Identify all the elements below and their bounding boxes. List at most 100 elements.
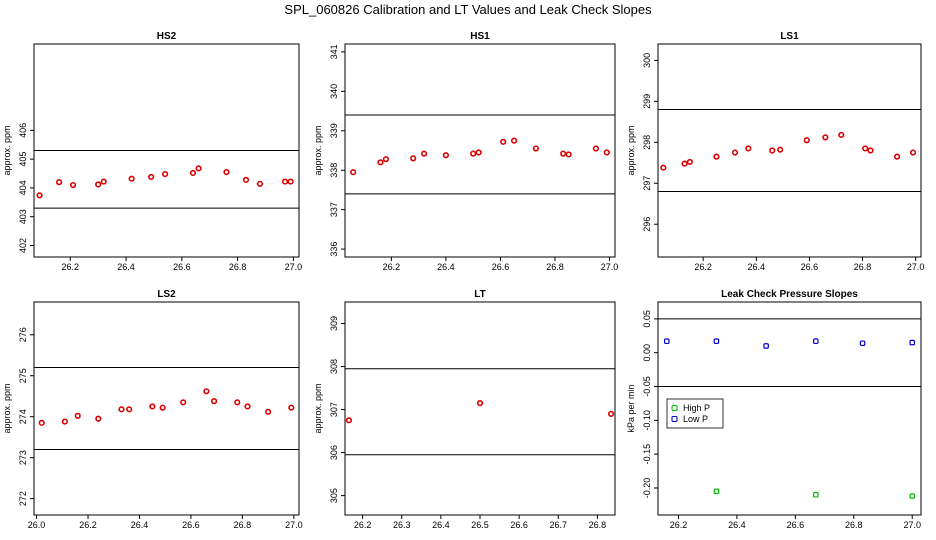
hs2-data-point <box>287 178 294 185</box>
ls2-data-point <box>288 404 295 411</box>
hs2-title: HS2 <box>157 31 177 42</box>
hs1-data-point <box>377 159 384 166</box>
hs2-data-point <box>95 181 102 188</box>
leak-check-high-p-point <box>909 493 916 499</box>
leak-check-title: Leak Check Pressure Slopes <box>721 289 858 300</box>
ls1-data-point <box>686 158 693 166</box>
hs2-data-point <box>69 181 77 189</box>
lt-x-tick-label: 26.2 <box>354 520 372 530</box>
hs1-x-tick-label: 26.8 <box>546 262 564 272</box>
hs2-y-tick-label: 403 <box>18 209 28 224</box>
hs2-y-tick-label: 405 <box>18 152 28 167</box>
ls2-y-tick-label: 272 <box>18 491 28 506</box>
ls1-data-point <box>838 131 845 139</box>
panel-hs1: HS1 26.2 26.4 26.6 26.8 27.0 336 337 338 339 340 34… <box>313 31 618 272</box>
hs2-x-tick-label: 26.8 <box>229 262 247 272</box>
ls1-y-axis-label: approx. ppm <box>626 125 636 175</box>
leak-check-y-tick-label: -0.20 <box>642 478 652 499</box>
ls2-data-point <box>118 406 125 413</box>
ls1-data-point <box>769 147 776 154</box>
panel-ls2: LS2 26.0 26.2 26.4 26.6 26.8 27.0 272 273 274 275 2… <box>2 289 303 530</box>
hs2-data-point <box>162 171 169 178</box>
leak-check-x-tick-label: 26.8 <box>845 520 863 530</box>
hs2-data-point <box>195 165 202 172</box>
hs2-y-tick-label: 404 <box>18 180 28 195</box>
ls2-plot-frame <box>33 301 300 516</box>
hs2-y-axis-label: approx. ppm <box>2 125 12 175</box>
lt-y-tick-label: 308 <box>329 359 339 374</box>
panel-hs2: HS2 26.2 26.4 26.6 26.8 27.0 402 403 404 405 406 ap… <box>2 31 302 272</box>
hs1-data-point <box>592 145 600 152</box>
panel-ls1: LS1 26.2 26.4 26.6 26.8 27.0 296 297 298 299 300 ap… <box>626 31 924 272</box>
hs1-data-point <box>410 155 417 162</box>
hs2-data-point <box>148 173 155 181</box>
ls1-data-point <box>862 145 869 152</box>
panel-lt: LT 26.2 26.3 26.4 26.5 26.6 26.7 26.8 305 306 307 3… <box>313 289 616 530</box>
lt-x-tick-label: 26.7 <box>549 520 567 530</box>
leak-check-y-tick-label: -0.10 <box>642 410 652 431</box>
ls2-data-point <box>244 403 251 410</box>
hs1-title: HS1 <box>470 31 490 42</box>
ls1-data-point <box>745 145 752 152</box>
ls2-data-point <box>126 406 133 413</box>
lt-title: LT <box>474 289 485 300</box>
hs1-y-axis-label: approx. ppm <box>313 125 323 175</box>
lt-y-tick-label: 305 <box>329 488 339 503</box>
ls2-data-point <box>61 418 68 425</box>
leak-check-legend-label: Low P <box>683 414 708 424</box>
leak-check-y-tick-label: 0.05 <box>642 310 652 328</box>
lt-y-axis-label: approx. ppm <box>313 383 323 433</box>
hs1-x-tick-label: 27.0 <box>601 262 619 272</box>
ls1-data-point <box>822 134 829 141</box>
leak-check-y-axis-label: kPa per min <box>626 384 636 432</box>
hs1-y-tick-label: 341 <box>329 44 339 59</box>
leak-check-high-p-point <box>713 488 720 495</box>
ls1-data-point <box>909 149 917 156</box>
hs1-plot-frame <box>344 43 616 258</box>
hs2-data-point <box>242 176 250 183</box>
ls1-data-point <box>777 146 784 153</box>
lt-x-tick-label: 26.3 <box>393 520 411 530</box>
ls1-x-tick-label: 26.8 <box>854 262 872 272</box>
ls1-x-tick-label: 27.0 <box>907 262 925 272</box>
hs1-data-point <box>382 156 390 163</box>
ls1-data-point <box>713 153 720 160</box>
ls1-y-tick-label: 300 <box>642 53 652 68</box>
lt-y-tick-label: 306 <box>329 445 339 460</box>
ls1-data-point <box>681 160 688 167</box>
lt-x-tick-label: 26.6 <box>510 520 528 530</box>
ls1-data-point <box>660 164 667 171</box>
hs2-data-point <box>100 178 107 185</box>
leak-check-x-tick-label: 26.2 <box>670 520 688 530</box>
hs1-data-point <box>500 138 507 145</box>
hs1-x-tick-label: 26.6 <box>492 262 510 272</box>
hs1-y-tick-label: 339 <box>329 123 339 138</box>
lt-data-point <box>345 417 353 424</box>
ls2-data-point <box>203 388 210 395</box>
lt-y-tick-label: 309 <box>329 316 339 331</box>
leak-check-legend-marker <box>671 415 678 423</box>
hs1-data-point <box>470 150 477 157</box>
ls1-y-tick-label: 296 <box>642 217 652 232</box>
ls2-y-axis-label: approx. ppm <box>2 383 12 433</box>
hs1-y-tick-label: 338 <box>329 163 339 178</box>
ls2-data-point <box>95 415 102 422</box>
hs2-data-point <box>281 178 289 185</box>
lt-x-tick-label: 26.5 <box>471 520 489 530</box>
ls1-data-point <box>731 149 739 156</box>
ls2-title: LS2 <box>157 289 176 300</box>
ls1-x-tick-label: 26.4 <box>748 262 766 272</box>
ls2-data-point <box>265 408 272 415</box>
lt-x-tick-label: 26.4 <box>432 520 450 530</box>
ls2-x-tick-label: 26.0 <box>28 520 46 530</box>
ls2-x-tick-label: 26.4 <box>131 520 149 530</box>
ls2-data-point <box>159 404 166 411</box>
lt-x-tick-label: 26.8 <box>589 520 607 530</box>
ls2-data-point <box>180 399 187 406</box>
hs1-x-tick-label: 26.2 <box>383 262 401 272</box>
ls1-data-point <box>803 137 810 144</box>
leak-check-low-p-point <box>812 338 819 345</box>
hs2-y-tick-label: 402 <box>18 238 28 253</box>
ls2-x-tick-label: 26.2 <box>79 520 97 530</box>
